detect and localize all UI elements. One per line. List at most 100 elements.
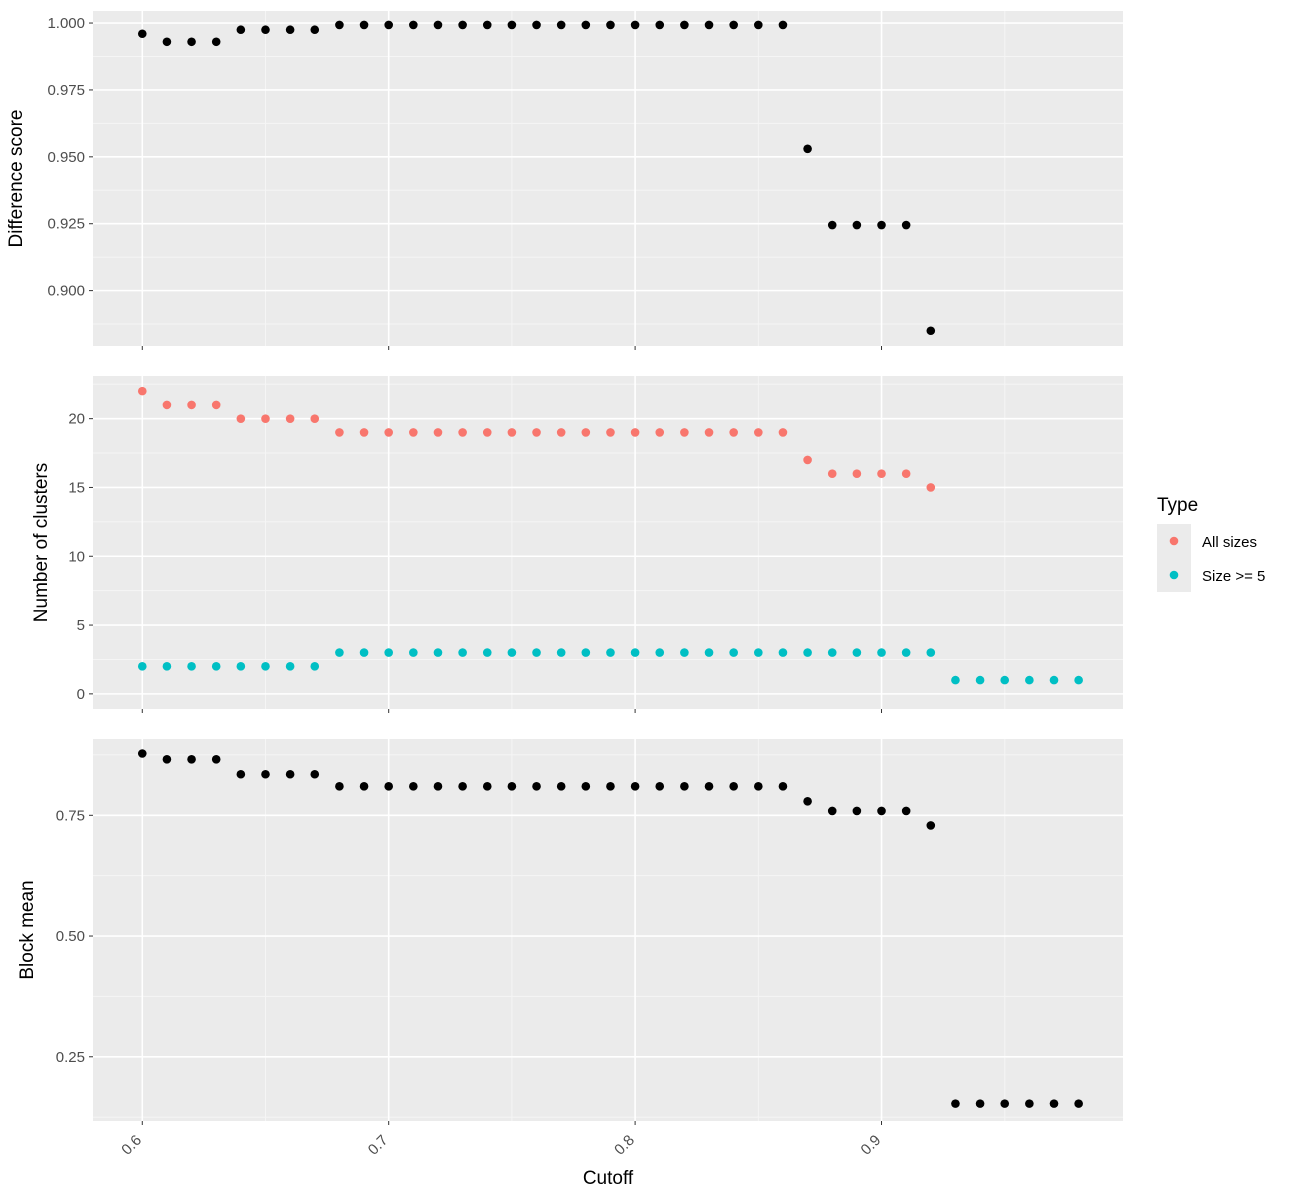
data-point xyxy=(1074,1099,1083,1108)
data-point xyxy=(606,648,615,657)
data-point xyxy=(507,782,517,791)
legend-key-point xyxy=(1169,570,1179,580)
data-point xyxy=(187,754,196,764)
data-point xyxy=(852,469,862,478)
data-point xyxy=(482,20,492,30)
data-point xyxy=(827,648,837,657)
data-point xyxy=(162,754,172,764)
y-tick-label: 20 xyxy=(68,411,85,428)
data-point xyxy=(359,782,369,791)
data-point xyxy=(655,782,665,791)
y-tick-label: 0.925 xyxy=(47,216,85,233)
data-point xyxy=(754,782,763,791)
data-point xyxy=(754,20,763,30)
data-point xyxy=(507,648,517,657)
data-point xyxy=(556,782,566,791)
data-point xyxy=(532,782,541,791)
data-point xyxy=(926,821,936,830)
data-point xyxy=(433,428,443,437)
data-point xyxy=(926,483,936,492)
data-point xyxy=(606,20,615,30)
data-point xyxy=(655,428,665,437)
data-point xyxy=(951,675,960,685)
data-point xyxy=(384,428,393,437)
data-point xyxy=(926,326,936,336)
data-point xyxy=(261,25,270,35)
data-point xyxy=(827,806,837,816)
data-point xyxy=(335,20,344,30)
data-point xyxy=(458,20,467,30)
data-point xyxy=(236,25,246,35)
data-point xyxy=(187,400,196,410)
x-axis-title: Cutoff xyxy=(583,1168,634,1189)
legend-label: All sizes xyxy=(1202,534,1257,551)
data-point xyxy=(359,648,369,657)
data-point xyxy=(1000,675,1010,685)
data-point xyxy=(310,769,320,779)
data-point xyxy=(1074,675,1083,685)
y-tick-label: 15 xyxy=(68,479,85,496)
data-point xyxy=(261,662,270,671)
data-point xyxy=(852,806,862,816)
legend-keys: All sizes Size >= 5 xyxy=(1157,524,1265,592)
data-point xyxy=(458,428,467,437)
data-point xyxy=(409,648,418,657)
data-point xyxy=(1025,675,1034,685)
data-point xyxy=(1049,675,1059,685)
data-point xyxy=(507,428,517,437)
data-point xyxy=(606,428,615,437)
data-point xyxy=(458,648,467,657)
data-point xyxy=(507,20,517,30)
y-tick-label: 0.25 xyxy=(56,1049,85,1066)
data-point xyxy=(482,648,492,657)
data-point xyxy=(1000,1099,1010,1108)
data-point xyxy=(680,20,689,30)
data-point xyxy=(778,428,788,437)
data-point xyxy=(852,220,862,230)
x-tick-label: 0.6 xyxy=(118,1132,145,1159)
data-point xyxy=(162,400,172,410)
panels-group: 0.900 0.925 0.950 0.975 1.000 Difference scor… xyxy=(6,11,1123,1125)
data-point xyxy=(581,20,591,30)
x-tick-label: 0.9 xyxy=(858,1132,885,1159)
data-point xyxy=(729,782,738,791)
data-point xyxy=(680,428,689,437)
series-1 xyxy=(137,20,936,336)
data-point xyxy=(901,469,911,478)
data-point xyxy=(335,782,344,791)
data-point xyxy=(162,37,172,47)
data-point xyxy=(236,414,246,423)
series-1 xyxy=(137,749,1083,1108)
data-point xyxy=(556,20,566,30)
data-point xyxy=(187,662,196,671)
data-point xyxy=(778,782,788,791)
y-axis-title: Number of clusters xyxy=(31,463,52,622)
data-point xyxy=(409,20,418,30)
data-point xyxy=(951,1099,960,1108)
y-tick-label: 0.75 xyxy=(56,807,85,824)
data-point xyxy=(729,428,738,437)
data-point xyxy=(729,648,738,657)
data-point xyxy=(433,20,443,30)
series-1 xyxy=(137,386,936,492)
y-tick-label: 10 xyxy=(68,548,85,565)
data-point xyxy=(803,796,812,806)
data-point xyxy=(187,37,196,47)
legend-label: Size >= 5 xyxy=(1202,568,1265,585)
y-tick-label: 0.975 xyxy=(47,82,85,99)
data-point xyxy=(778,648,788,657)
series-2 xyxy=(137,648,1083,685)
data-point xyxy=(975,675,985,685)
data-point xyxy=(778,20,788,30)
data-point xyxy=(409,782,418,791)
panel-background xyxy=(93,739,1123,1121)
data-point xyxy=(901,220,911,230)
data-point xyxy=(803,455,812,465)
data-point xyxy=(901,806,911,816)
data-point xyxy=(359,428,369,437)
data-point xyxy=(458,782,467,791)
data-point xyxy=(261,769,270,779)
data-point xyxy=(236,769,246,779)
data-point xyxy=(285,414,295,423)
